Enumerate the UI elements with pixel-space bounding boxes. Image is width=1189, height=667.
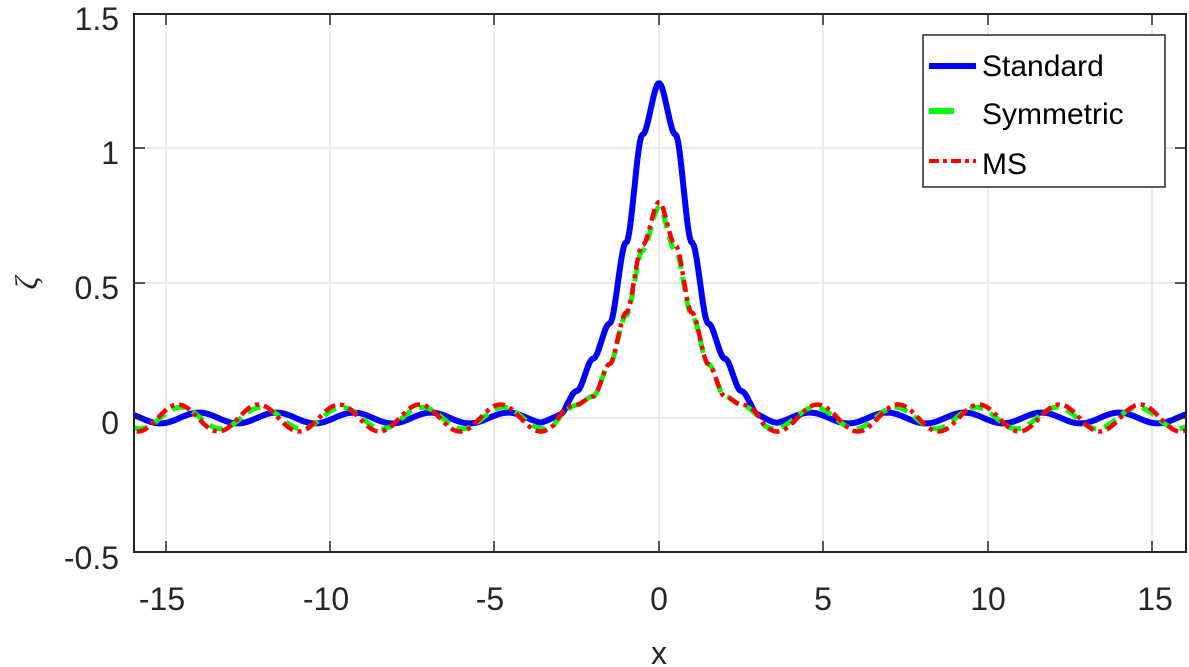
legend-symmetric-label: Symmetric	[982, 98, 1124, 131]
y-tick-label: 0.5	[75, 270, 119, 306]
plot-area	[134, 80, 1186, 434]
x-tick-labels: -15 -10 -5 0 5 10 15	[139, 581, 1173, 617]
x-tick-label: -10	[303, 581, 349, 617]
x-tick-label: -5	[476, 581, 504, 617]
series-standard-line	[134, 80, 1186, 427]
x-axis-label: x	[651, 635, 667, 667]
legend-standard-label: Standard	[982, 50, 1104, 83]
x-tick-label: 0	[650, 581, 668, 617]
legend-ms-label: MS	[982, 148, 1027, 181]
x-tick-label: 15	[1137, 581, 1173, 617]
x-tick-label: 5	[814, 581, 832, 617]
y-tick-label: 0	[101, 405, 119, 441]
y-tick-label: 1.5	[75, 1, 119, 37]
legend[interactable]: Standard Symmetric MS	[922, 34, 1166, 188]
legend-box	[922, 34, 1166, 188]
y-tick-label: 1	[101, 135, 119, 171]
y-tick-label: -0.5	[64, 540, 119, 576]
x-tick-label: -15	[139, 581, 185, 617]
y-tick-labels: 1.5 1 0.5 0 -0.5	[64, 1, 119, 576]
tick-marks	[134, 13, 1186, 552]
series-ms-line	[134, 199, 1186, 434]
x-tick-label: 10	[970, 581, 1006, 617]
y-axis-label: ζ	[8, 274, 44, 289]
series-symmetric-line	[134, 205, 1186, 432]
